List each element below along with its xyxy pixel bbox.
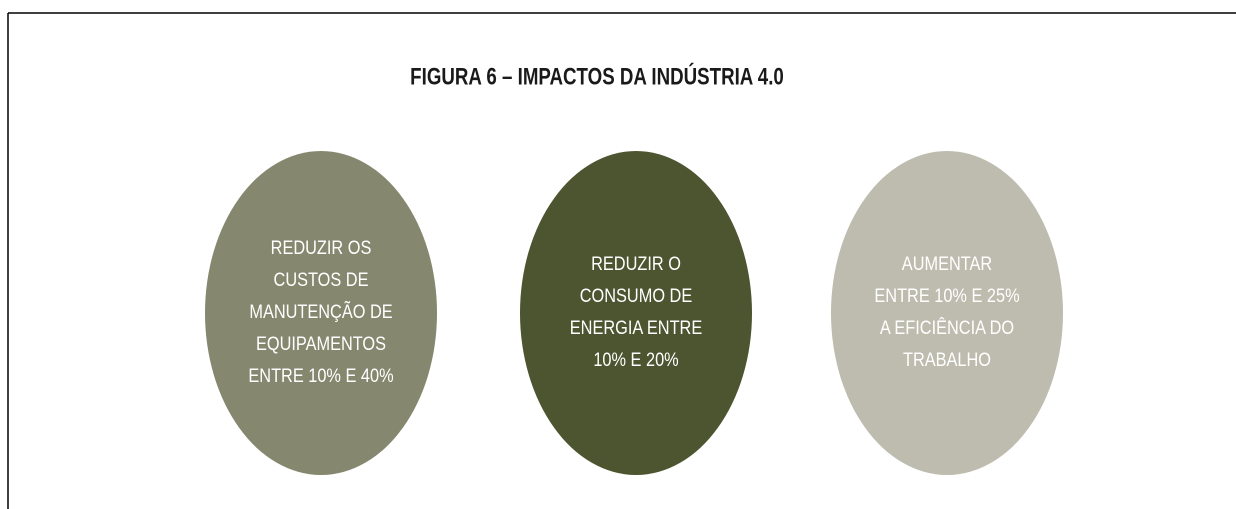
impact-text: CONSUMO DE	[580, 285, 693, 306]
impact-circle	[831, 151, 1063, 475]
impact-text: A EFICIÊNCIA DO	[880, 317, 1014, 338]
figure-title: FIGURA 6 – IMPACTOS DA INDÚSTRIA 4.0	[410, 62, 784, 90]
impact-circle	[205, 151, 437, 475]
impact-text: ENTRE 10% E 40%	[248, 365, 393, 386]
impact-text: ENTRE 10% E 25%	[874, 285, 1019, 306]
impact-text: ENERGIA ENTRE	[570, 317, 703, 338]
impact-text: EQUIPAMENTOS	[256, 333, 386, 354]
impact-circle	[520, 151, 752, 475]
impact-text: MANUTENÇÃO DE	[249, 300, 392, 323]
impact-text: TRABALHO	[903, 349, 991, 370]
impact-text: AUMENTAR	[902, 253, 992, 274]
impact-text: REDUZIR OS	[271, 237, 372, 258]
impact-text: 10% E 20%	[593, 349, 679, 370]
impact-text: CUSTOS DE	[274, 269, 369, 290]
impact-text: REDUZIR O	[591, 253, 681, 274]
